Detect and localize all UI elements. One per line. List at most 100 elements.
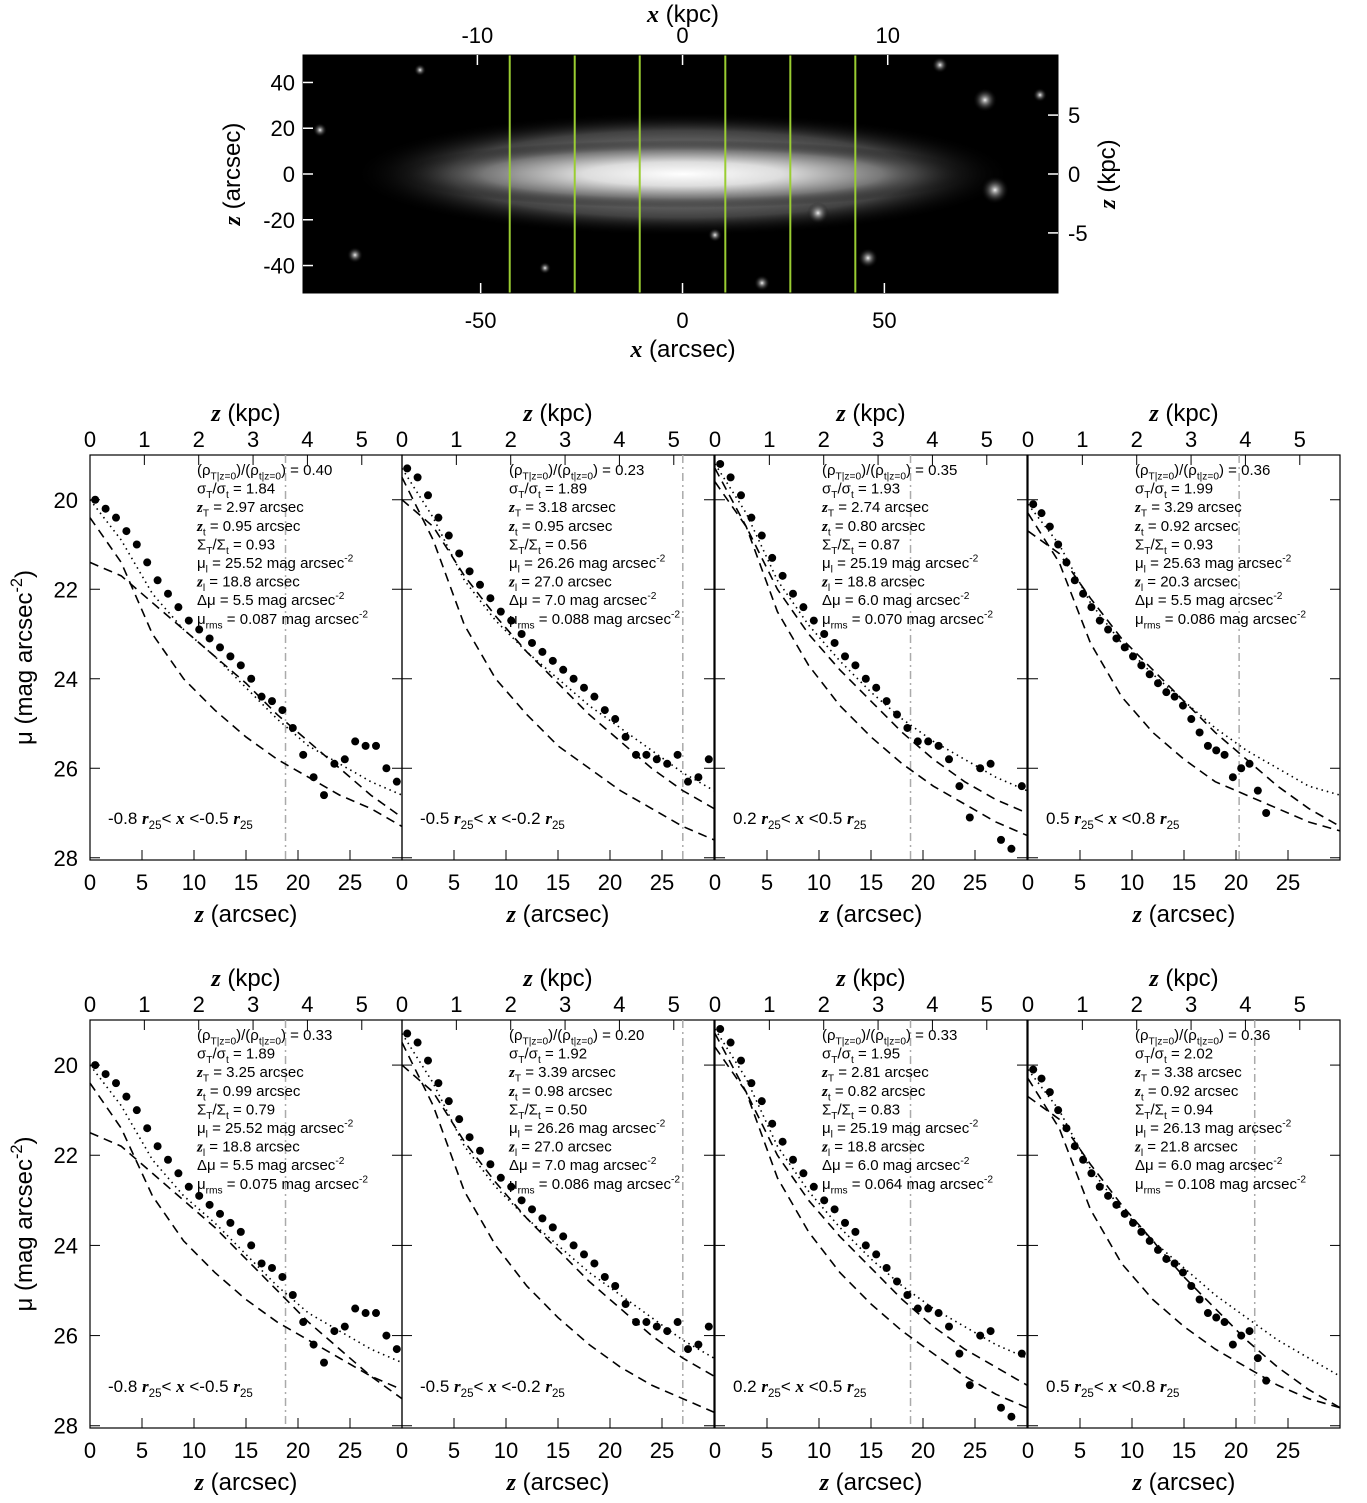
text-segment: z	[835, 401, 846, 427]
model-curve	[401, 499, 715, 810]
data-point	[1187, 715, 1196, 724]
text-segment: = 26.13 mag arcsec	[1146, 1120, 1283, 1137]
data-point	[1104, 1191, 1113, 1200]
x2-tick-label: 0	[396, 427, 408, 452]
data-point	[122, 527, 131, 536]
text-segment: /σ	[1151, 1046, 1165, 1063]
data-point	[851, 661, 860, 670]
x2-tick-label: 2	[505, 427, 517, 452]
text-segment: -0.5	[420, 1377, 454, 1396]
y-tick-label: 20	[54, 488, 78, 513]
text-segment: t|z=0	[259, 1037, 282, 1048]
data-point	[694, 1340, 703, 1349]
text-segment: (arcsec)	[1142, 901, 1235, 928]
x2-tick-label: 10	[875, 23, 899, 48]
data-point	[1029, 1065, 1038, 1074]
data-point	[538, 1214, 547, 1223]
text-segment: z	[1134, 500, 1141, 516]
text-segment: 25	[1167, 1388, 1180, 1400]
text-segment: /σ	[213, 481, 227, 498]
text-segment: t	[851, 1111, 854, 1122]
text-segment: = 0.086 mag arcsec	[1161, 611, 1298, 628]
model-curve	[714, 468, 1028, 837]
y-axis-label: μ (mag arcsec-2)	[8, 570, 38, 745]
text-segment: z	[196, 1140, 203, 1156]
text-segment: t	[828, 1092, 831, 1103]
data-point	[1095, 616, 1104, 625]
y-tick-label: 20	[271, 116, 295, 141]
data-point	[444, 531, 453, 540]
x2-tick-label: 3	[1185, 992, 1197, 1017]
data-point	[174, 1169, 183, 1178]
x2-tick-label: 4	[613, 992, 625, 1017]
data-point	[1017, 1349, 1026, 1358]
x-tick-label: 5	[1074, 1438, 1086, 1463]
data-point	[757, 531, 766, 540]
text-segment: = 0.83	[854, 1101, 900, 1118]
data-point	[496, 607, 505, 616]
text-segment: t	[538, 1111, 541, 1122]
fit-parameter: zl = 18.8 arcsec	[821, 574, 925, 595]
text-segment: z	[819, 902, 830, 928]
data-point	[663, 1327, 672, 1336]
data-point	[841, 1218, 849, 1227]
data-point	[91, 495, 100, 504]
data-point	[403, 464, 412, 473]
y-tick-label: 26	[54, 756, 78, 781]
text-segment: μ	[1135, 555, 1144, 572]
fit-parameter: (ρT|z=0)/(ρt|z=0) = 0.35	[822, 462, 957, 483]
text-segment: = 3.25 arcsec	[209, 1064, 304, 1081]
x-tick-label: 0	[84, 1438, 96, 1463]
text-segment: = 2.74 arcsec	[834, 499, 929, 516]
data-point	[632, 750, 640, 759]
text-segment: z	[508, 500, 515, 516]
text-segment: z	[508, 1084, 515, 1100]
fit-parameter: (ρT|z=0)/(ρt|z=0) = 0.20	[509, 1027, 644, 1048]
data-point	[820, 1196, 829, 1205]
star	[347, 247, 363, 263]
data-point	[1245, 1327, 1254, 1336]
text-segment: l	[828, 1148, 830, 1159]
text-segment: l	[831, 1130, 833, 1141]
data-point	[1120, 1209, 1129, 1218]
data-point	[1029, 500, 1038, 509]
data-point	[955, 1349, 964, 1358]
data-point	[465, 1133, 474, 1142]
x2-tick-label: 3	[1185, 427, 1197, 452]
data-point	[726, 1038, 735, 1047]
text-segment: μ (mag arcsec	[11, 592, 38, 745]
text-segment: l	[518, 565, 520, 576]
x-axis-label: z (arcsec)	[1132, 1469, 1236, 1496]
star	[539, 262, 551, 274]
x-tick-label: 25	[1276, 1438, 1300, 1463]
x2-tick-label: 1	[763, 992, 775, 1017]
x2-tick-label: 2	[1131, 992, 1143, 1017]
text-segment: r	[142, 809, 149, 828]
data-point	[216, 1209, 224, 1218]
text-segment: -0.8	[108, 1377, 142, 1396]
text-segment: l	[831, 565, 833, 576]
text-segment: 25	[552, 1388, 565, 1400]
data-point	[216, 643, 224, 652]
data-point	[830, 638, 839, 647]
data-point	[1237, 1331, 1246, 1340]
fit-parameter: zl = 27.0 arcsec	[508, 574, 612, 595]
text-segment: (ρ	[509, 462, 523, 479]
text-segment: -2	[656, 1119, 665, 1130]
text-segment: μ	[822, 555, 831, 572]
data-point	[528, 638, 536, 647]
text-segment: = 2.02	[1167, 1046, 1213, 1063]
data-point	[340, 1322, 349, 1331]
fit-parameter: zT = 3.38 arcsec	[1134, 1064, 1242, 1085]
data-point	[361, 1309, 370, 1318]
text-segment: l	[206, 1130, 208, 1141]
model-curve	[714, 1028, 1028, 1359]
data-point	[913, 737, 922, 746]
text-segment: x	[629, 337, 642, 363]
data-point	[559, 1232, 568, 1241]
fit-parameter: zl = 18.8 arcsec	[196, 574, 300, 595]
x-tick-label: 25	[338, 1438, 362, 1463]
fit-parameter: ΣT/Σt = 0.87	[822, 536, 900, 557]
fit-parameter: Δμ = 6.0 mag arcsec-2	[1135, 1156, 1283, 1174]
text-segment: 0.5	[1046, 1377, 1074, 1396]
